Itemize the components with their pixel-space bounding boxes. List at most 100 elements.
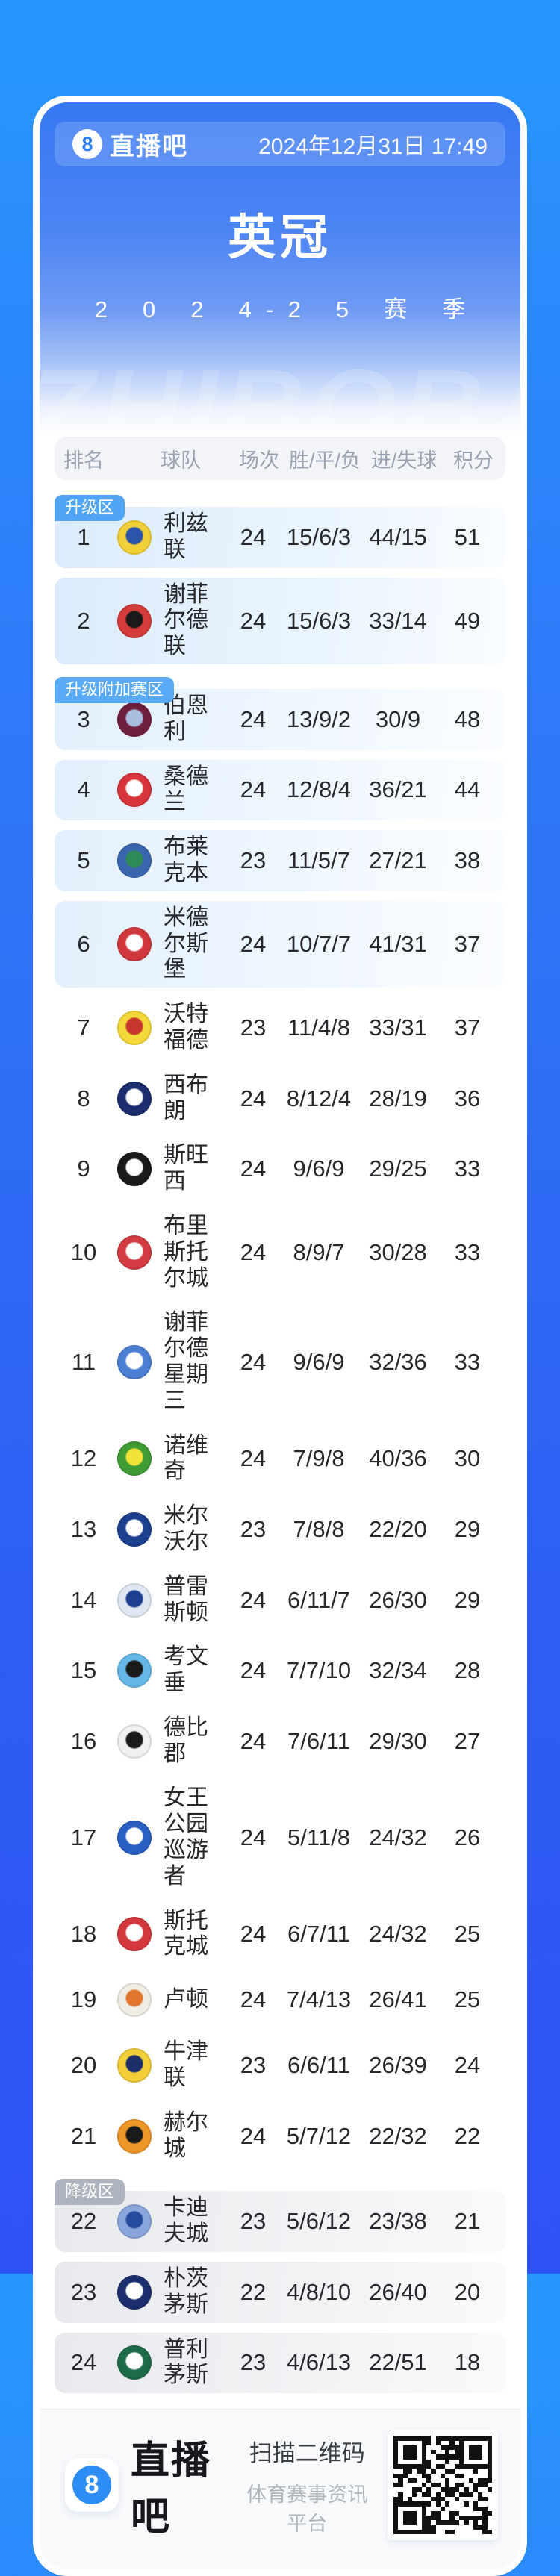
table-row[interactable]: 24 普利茅斯 23 4/6/13 22/51 18: [55, 2332, 505, 2394]
team-logo-box: [113, 1724, 156, 1759]
page-title: 英冠: [228, 210, 332, 264]
table-row[interactable]: 13 米尔沃尔 23 7/8/8 22/20 29: [55, 1499, 505, 1560]
rank-value: 20: [70, 2052, 97, 2079]
league-table-card: ZHIBOBA 8 直播吧 2024年12月31日 17:49 英冠 2 0 2…: [33, 96, 527, 2576]
team-cell: 谢菲尔德联: [113, 582, 229, 660]
rank-value: 17: [70, 1824, 97, 1851]
zhibo8-logo-icon: 8: [72, 2466, 111, 2505]
zhibo8-logo-icon: 8: [72, 129, 102, 159]
team-crest-icon: [117, 702, 152, 737]
rank-value: 4: [77, 776, 90, 803]
goals-value: 40/36: [369, 1445, 427, 1472]
matches-value: 24: [240, 705, 267, 732]
matches-value: 24: [240, 1986, 267, 2013]
team-cell: 米尔沃尔: [113, 1503, 229, 1556]
table-row[interactable]: 2 谢菲尔德联 24 15/6/3 33/14 49: [55, 577, 505, 664]
wdl-value: 15/6/3: [286, 607, 352, 634]
table-row[interactable]: 升级区 1 利兹联 24 15/6/3 44/15 51: [55, 495, 505, 568]
table-row[interactable]: 18 斯托克城 24 6/7/11 24/32 25: [55, 1903, 505, 1965]
table-row[interactable]: 20 牛津联 23 6/6/11 26/39 24: [55, 2035, 505, 2096]
table-row[interactable]: 6 米德尔斯堡 24 10/7/7 41/31 37: [55, 900, 505, 988]
team-cell: 沃特福德: [113, 1002, 229, 1054]
table-row[interactable]: 17 女王公园巡游者 24 5/11/8 24/32 26: [55, 1781, 505, 1894]
wdl-value: 10/7/7: [286, 930, 352, 957]
team-name: 朴茨茅斯: [164, 2266, 208, 2317]
team-cell: 布里斯托尔城: [113, 1214, 229, 1291]
table-row[interactable]: 4 桑德兰 24 12/8/4 36/21 44: [55, 759, 505, 821]
wdl-value: 15/6/3: [286, 523, 352, 550]
wdl-value: 6/7/11: [287, 1921, 350, 1947]
points-value: 36: [454, 1085, 481, 1111]
rank-value: 1: [77, 523, 90, 550]
team-name: 卡迪夫城: [164, 2195, 208, 2247]
table-row[interactable]: 5 布莱克本 23 11/5/7 27/21 38: [55, 830, 505, 891]
matches-value: 24: [240, 1445, 267, 1472]
table-row[interactable]: 21 赫尔城 24 5/7/12 22/32 22: [55, 2105, 505, 2167]
table-row[interactable]: 升级附加赛区 3 伯恩利 24 13/9/2 30/9 48: [55, 676, 505, 750]
team-logo-box: [113, 2048, 156, 2083]
team-logo-box: [113, 1081, 156, 1116]
rank-value: 19: [70, 1986, 97, 2013]
points-value: 20: [454, 2278, 481, 2305]
table-row[interactable]: 14 普雷斯顿 24 6/11/7 26/30 29: [55, 1569, 505, 1631]
team-cell: 女王公园巡游者: [113, 1786, 229, 1889]
points-value: 22: [454, 2122, 481, 2149]
team-crest-icon: [117, 603, 152, 638]
team-cell: 朴茨茅斯: [113, 2266, 229, 2318]
table-body: 升级区 1 利兹联 24 15/6/3 44/15 51 2 谢菲尔德联 24 15/6/3 33/1…: [55, 492, 505, 2394]
team-crest-icon: [117, 1724, 152, 1759]
team-name: 普利茅斯: [164, 2336, 208, 2388]
qr-code: [388, 2430, 498, 2541]
wdl-value: 4/8/10: [286, 2278, 352, 2305]
team-crest-icon: [117, 1582, 152, 1618]
scan-qr-label: 扫描二维码: [249, 2439, 365, 2466]
table-row[interactable]: 12 诺维奇 24 7/9/8 40/36 30: [55, 1428, 505, 1490]
matches-value: 24: [240, 607, 267, 634]
matches-value: 24: [240, 1727, 267, 1754]
team-cell: 利兹联: [113, 511, 229, 564]
wdl-value: 7/4/13: [286, 1986, 352, 2013]
points-value: 51: [454, 523, 481, 550]
team-crest-icon: [117, 1152, 152, 1187]
matches-value: 24: [240, 930, 267, 957]
table-row[interactable]: 10 布里斯托尔城 24 8/9/7 30/28 33: [55, 1209, 505, 1297]
zhibo8-logo-tile: 8: [65, 2458, 119, 2513]
team-crest-icon: [117, 2118, 152, 2154]
brand-topbar: 8 直播吧 2024年12月31日 17:49: [55, 122, 505, 166]
team-name: 牛津联: [164, 2039, 208, 2091]
team-name: 利兹联: [164, 511, 208, 562]
matches-value: 24: [240, 776, 267, 803]
wdl-value: 8/9/7: [293, 1239, 345, 1266]
goals-value: 26/41: [369, 1986, 427, 2013]
team-cell: 西布朗: [113, 1073, 229, 1125]
team-logo-box: [113, 1152, 156, 1187]
table-row[interactable]: 23 朴茨茅斯 22 4/8/10 26/40 20: [55, 2262, 505, 2323]
table-row[interactable]: 8 西布朗 24 8/12/4 28/19 36: [55, 1067, 505, 1129]
wdl-value: 5/7/12: [286, 2122, 352, 2149]
goals-value: 26/30: [369, 1586, 427, 1613]
table-row[interactable]: 19 卢顿 24 7/4/13 26/41 25: [55, 1974, 505, 2026]
table-row[interactable]: 16 德比郡 24 7/6/11 29/30 27: [55, 1710, 505, 1772]
team-cell: 考文垂: [113, 1644, 229, 1697]
table-row[interactable]: 11 谢菲尔德星期三 24 9/6/9 32/36 33: [55, 1306, 505, 1419]
wdl-value: 5/6/12: [286, 2208, 352, 2235]
matches-value: 24: [240, 2122, 267, 2149]
season-subtitle: 2 0 2 4-2 5 赛 季: [94, 296, 480, 322]
team-name: 布莱克本: [164, 835, 208, 885]
points-value: 44: [454, 776, 481, 803]
table-row[interactable]: 7 沃特福德 23 11/4/8 33/31 37: [55, 997, 505, 1058]
col-header-points: 积分: [453, 449, 494, 472]
team-logo-box: [113, 2345, 156, 2380]
wdl-value: 7/8/8: [293, 1515, 345, 1542]
team-crest-icon: [117, 2048, 152, 2083]
card-header: ZHIBOBA 8 直播吧 2024年12月31日 17:49 英冠 2 0 2…: [40, 102, 520, 437]
wdl-value: 4/6/13: [286, 2349, 352, 2376]
table-row[interactable]: 9 斯旺西 24 9/6/9 29/25 33: [55, 1138, 505, 1200]
wdl-value: 7/7/10: [286, 1657, 352, 1684]
rank-value: 3: [77, 705, 90, 732]
table-row[interactable]: 15 考文垂 24 7/7/10 32/34 28: [55, 1640, 505, 1701]
table-row[interactable]: 降级区 22 卡迪夫城 23 5/6/12 23/38 21: [55, 2179, 505, 2253]
points-value: 25: [454, 1986, 481, 2013]
team-crest-icon: [117, 1081, 152, 1116]
team-crest-icon: [117, 1512, 152, 1547]
